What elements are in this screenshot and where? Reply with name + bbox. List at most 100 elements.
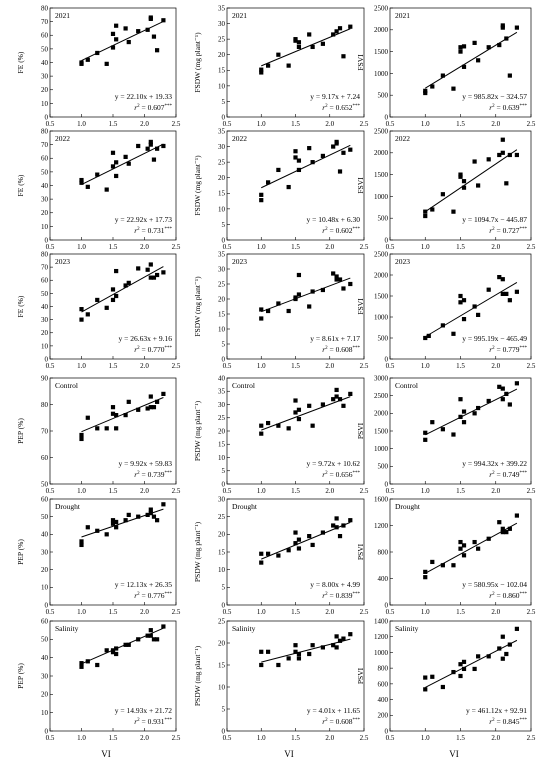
data-point (161, 143, 166, 149)
y-tick-label: 1000 (374, 70, 389, 78)
x-tick-label: 2.5 (172, 362, 181, 370)
chart-panel-13: 0.5 1.0 1.5 2.0 2.5 0 10 20 30 40 50 60 PEP (%) Droug… (16, 495, 181, 616)
data-point (310, 423, 315, 428)
y-axis-label: PSDW (mg plant⁻¹) (193, 645, 202, 706)
data-point (337, 277, 343, 282)
r-squared-symbol: r (134, 591, 137, 600)
y-axis-label: PEP (%) (16, 539, 25, 565)
x-tick-label: 2.0 (491, 120, 500, 128)
data-point (486, 287, 491, 292)
y-tick-label: 0 (222, 601, 226, 609)
y-tick-label: 2500 (374, 4, 389, 12)
y-tick-label: 2000 (374, 149, 389, 157)
regression-equation: y = 461.12x + 92.91 (466, 706, 527, 715)
panel-label: Control (232, 381, 255, 390)
data-point (440, 563, 445, 568)
significance-marker: *** (520, 346, 528, 351)
y-axis-label: PSVI (356, 543, 365, 560)
r-squared-exponent: 2 (137, 104, 140, 109)
data-point (497, 275, 502, 280)
data-point (259, 431, 264, 436)
regression-line (81, 397, 164, 433)
y-tick-label: 30 (218, 143, 226, 151)
data-point (341, 286, 346, 291)
regression-equation: y = 580.95x − 102.04 (462, 580, 527, 589)
chart-panel-17: 0.5 1.0 1.5 2.0 2.5 0 5 10 15 20 25 PSDW (mg plant⁻… (193, 617, 369, 742)
data-point (114, 519, 119, 525)
data-point (337, 534, 343, 539)
data-point (266, 308, 271, 314)
y-tick-label: 25 (218, 159, 226, 167)
y-tick-label: 0 (45, 355, 49, 363)
y-tick-label: 10 (41, 584, 49, 592)
y-tick-label: 0 (45, 727, 49, 735)
regression-equation: y = 26.63x + 9.16 (119, 334, 173, 343)
chart-panel-12: 0.5 1.0 1.5 2.0 2.5 0 500 1000 1500 2000 2500 3000 P… (356, 374, 536, 495)
data-point (286, 308, 291, 314)
regression-line (261, 28, 351, 67)
data-point (136, 637, 141, 642)
y-tick-label: 10 (41, 100, 49, 108)
data-point (259, 551, 264, 556)
y-tick-label: 15 (218, 441, 226, 449)
regression-line (261, 277, 351, 313)
x-tick-label: 1.5 (291, 734, 300, 742)
r-squared-label: r2 = 0.845*** (489, 717, 527, 726)
x-tick-label: 2.5 (172, 243, 181, 251)
data-point (286, 184, 291, 190)
data-point (461, 543, 467, 548)
regression-line (425, 639, 518, 688)
y-tick-label: 30 (41, 73, 49, 81)
x-tick-label: 2.0 (491, 243, 500, 251)
x-tick-label: 1.0 (77, 608, 86, 616)
x-tick-label: 0.5 (386, 487, 395, 495)
x-tick-label: 2.0 (140, 120, 149, 128)
r-squared-exponent: 2 (137, 346, 140, 351)
data-point (79, 539, 84, 544)
data-point (148, 15, 153, 20)
r-squared-exponent: 2 (492, 718, 495, 723)
y-tick-label: 20 (41, 209, 49, 217)
r-squared-value: = 0.652 (328, 103, 353, 112)
x-tick-label: 2.5 (360, 734, 369, 742)
regression-equation: y = 9.17x + 7.24 (310, 92, 360, 101)
data-point (123, 642, 128, 647)
data-point (259, 649, 264, 654)
y-tick-label: 1500 (374, 292, 389, 300)
regression-line (81, 266, 164, 313)
data-point (148, 275, 153, 280)
y-axis-label: FSVI (356, 177, 365, 194)
y-tick-label: 400 (378, 575, 389, 583)
data-point (296, 292, 302, 297)
data-point (161, 391, 166, 396)
y-tick-label: 0 (385, 236, 389, 244)
y-tick-label: 50 (41, 290, 49, 298)
data-point (123, 154, 128, 159)
data-point (426, 333, 431, 338)
y-tick-label: 50 (41, 168, 49, 176)
significance-marker: *** (520, 718, 528, 723)
regression-equation: y = 994.32x + 399.22 (462, 459, 527, 468)
x-tick-label: 2.5 (527, 362, 536, 370)
data-point (507, 402, 512, 407)
data-point (430, 674, 435, 679)
data-point (423, 213, 428, 219)
x-tick-label: 0.5 (46, 608, 55, 616)
y-tick-label: 70 (41, 427, 49, 435)
data-point (348, 281, 353, 287)
data-point (334, 277, 339, 282)
y-tick-label: 1000 (374, 313, 389, 321)
y-tick-label: 80 (41, 401, 49, 409)
x-tick-label: 1.5 (109, 362, 118, 370)
x-tick-label: 1.5 (291, 487, 300, 495)
data-point (331, 32, 336, 37)
significance-marker: *** (165, 718, 173, 723)
y-tick-label: 10 (41, 342, 49, 350)
data-point (79, 180, 84, 185)
y-tick-label: 30 (218, 265, 226, 273)
data-point (104, 187, 109, 192)
y-tick-label: 80 (41, 127, 49, 135)
data-point (341, 54, 346, 59)
data-point (440, 73, 445, 78)
